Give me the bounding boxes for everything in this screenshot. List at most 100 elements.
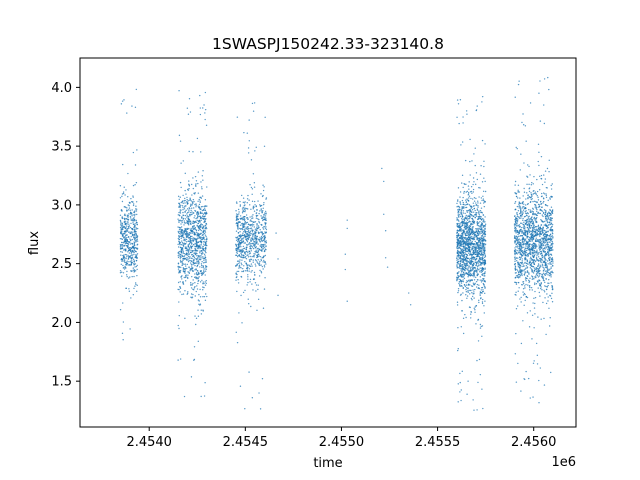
data-point: [248, 264, 250, 266]
data-point: [132, 151, 135, 154]
data-point: [474, 183, 477, 186]
data-point: [133, 234, 136, 236]
data-point: [183, 276, 185, 279]
data-point: [134, 106, 137, 109]
data-point: [484, 201, 486, 203]
data-point: [200, 272, 202, 275]
data-point: [473, 297, 475, 299]
data-point: [468, 220, 471, 222]
data-point: [258, 255, 260, 257]
data-point: [465, 183, 467, 185]
data-point: [462, 245, 465, 248]
data-point: [517, 189, 519, 192]
data-point: [235, 230, 238, 232]
data-point: [540, 192, 543, 195]
data-point: [466, 215, 468, 217]
data-point: [480, 207, 483, 209]
data-point: [475, 269, 477, 271]
data-point: [467, 252, 470, 254]
data-point: [265, 222, 267, 224]
data-point: [126, 240, 128, 242]
data-point: [244, 218, 246, 221]
data-point: [185, 258, 188, 261]
data-point: [465, 225, 468, 227]
data-point: [532, 193, 534, 195]
data-point: [482, 277, 484, 280]
data-point: [120, 251, 122, 253]
data-point: [127, 241, 129, 243]
data-point: [456, 267, 458, 269]
data-point: [474, 240, 476, 243]
data-point: [257, 225, 260, 227]
data-point: [182, 200, 184, 202]
data-point: [480, 257, 482, 259]
data-point: [260, 264, 262, 266]
data-point: [462, 264, 464, 266]
data-point: [527, 279, 530, 282]
data-point: [205, 268, 207, 270]
data-point: [130, 251, 133, 253]
data-point: [464, 247, 467, 249]
data-point: [461, 265, 463, 267]
data-point: [514, 184, 516, 186]
data-point: [192, 202, 194, 205]
data-point: [245, 222, 248, 224]
data-point: [236, 263, 238, 265]
data-point: [246, 207, 248, 210]
data-point: [251, 215, 253, 218]
data-point: [124, 249, 126, 252]
data-point: [202, 170, 204, 172]
data-point: [471, 220, 474, 223]
data-point: [463, 221, 465, 223]
data-point: [133, 237, 135, 239]
data-point: [191, 222, 194, 224]
data-point: [460, 228, 463, 230]
data-point: [259, 269, 261, 272]
data-point: [129, 209, 131, 211]
data-point: [529, 256, 532, 258]
data-point: [467, 273, 469, 276]
data-point: [475, 203, 478, 206]
data-point: [526, 176, 529, 178]
data-point: [254, 247, 256, 249]
data-point: [199, 94, 201, 97]
data-point: [468, 188, 470, 190]
data-point: [466, 232, 468, 234]
data-point: [129, 213, 131, 215]
data-point: [186, 222, 188, 224]
data-point: [534, 212, 536, 215]
data-point: [519, 222, 522, 224]
data-point: [250, 227, 253, 229]
data-point: [244, 257, 246, 259]
data-point: [468, 195, 471, 197]
data-point: [129, 215, 132, 218]
data-point: [526, 192, 528, 194]
data-point: [203, 259, 205, 261]
data-point: [524, 234, 526, 236]
data-point: [122, 191, 125, 193]
data-point: [517, 184, 520, 186]
data-point: [190, 281, 192, 284]
data-point: [248, 243, 250, 245]
data-point: [235, 331, 237, 333]
data-point: [529, 286, 531, 289]
data-point: [262, 235, 265, 238]
data-point: [198, 303, 200, 305]
data-point: [205, 279, 207, 282]
data-point: [191, 269, 193, 271]
data-point: [547, 248, 549, 251]
data-point: [135, 88, 138, 91]
data-point: [261, 265, 264, 268]
data-point: [196, 288, 199, 290]
data-point: [123, 240, 125, 242]
data-point: [181, 275, 183, 277]
data-point: [457, 214, 460, 217]
data-point: [190, 213, 192, 216]
data-point: [462, 122, 464, 124]
data-point: [530, 237, 533, 239]
data-point: [456, 234, 458, 237]
data-point: [190, 230, 192, 232]
data-point: [480, 230, 482, 232]
data-point: [547, 296, 549, 298]
data-point: [238, 261, 241, 263]
